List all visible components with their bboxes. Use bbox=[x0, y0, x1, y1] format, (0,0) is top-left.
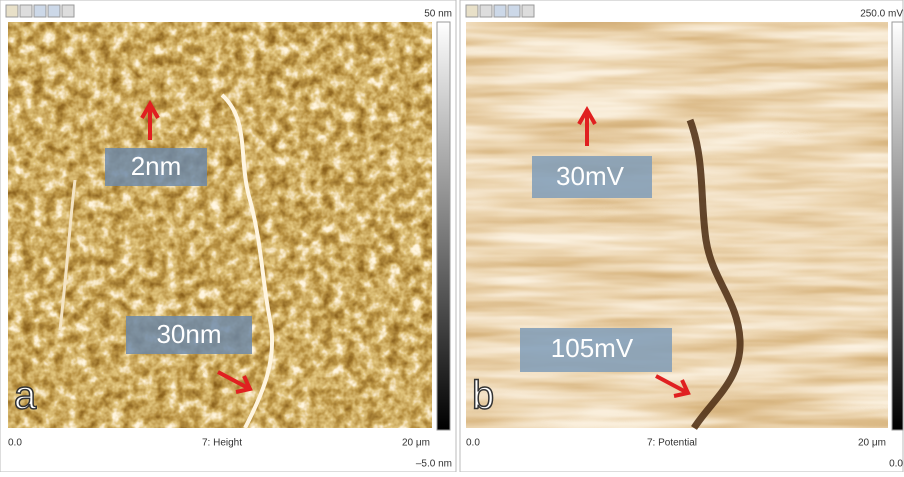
colorbar bbox=[892, 22, 903, 430]
x-start: 0.0 bbox=[466, 438, 480, 449]
toolbar bbox=[466, 5, 534, 17]
scale-max: 250.0 mV bbox=[860, 9, 903, 20]
x-start: 0.0 bbox=[8, 438, 22, 449]
x-end: 20 μm bbox=[402, 438, 430, 449]
panel-label: a bbox=[14, 374, 37, 418]
channel: 7: Potential bbox=[647, 438, 697, 449]
panel-a: 2nm 30nm a 50 nm –5.0 nm 0.0 7: Height 2… bbox=[0, 0, 456, 472]
annotation: 30nm bbox=[156, 319, 221, 349]
annotation: 2nm bbox=[131, 151, 182, 181]
colorbar bbox=[437, 22, 450, 430]
scale-min: –5.0 nm bbox=[416, 459, 452, 470]
annotation: 105mV bbox=[551, 333, 634, 363]
figure: 2nm 30nm a 50 nm –5.0 nm 0.0 7: Height 2… bbox=[0, 0, 904, 472]
panel-label: b bbox=[472, 374, 494, 418]
scale-max: 50 nm bbox=[424, 9, 452, 20]
toolbar bbox=[6, 5, 74, 17]
panel-b: 30mV 105mV b 250.0 mV 0.0 0.0 7: Potenti… bbox=[460, 0, 903, 472]
annotation: 30mV bbox=[556, 161, 625, 191]
x-end: 20 μm bbox=[858, 438, 886, 449]
scale-min: 0.0 bbox=[889, 459, 903, 470]
channel: 7: Height bbox=[202, 438, 242, 449]
